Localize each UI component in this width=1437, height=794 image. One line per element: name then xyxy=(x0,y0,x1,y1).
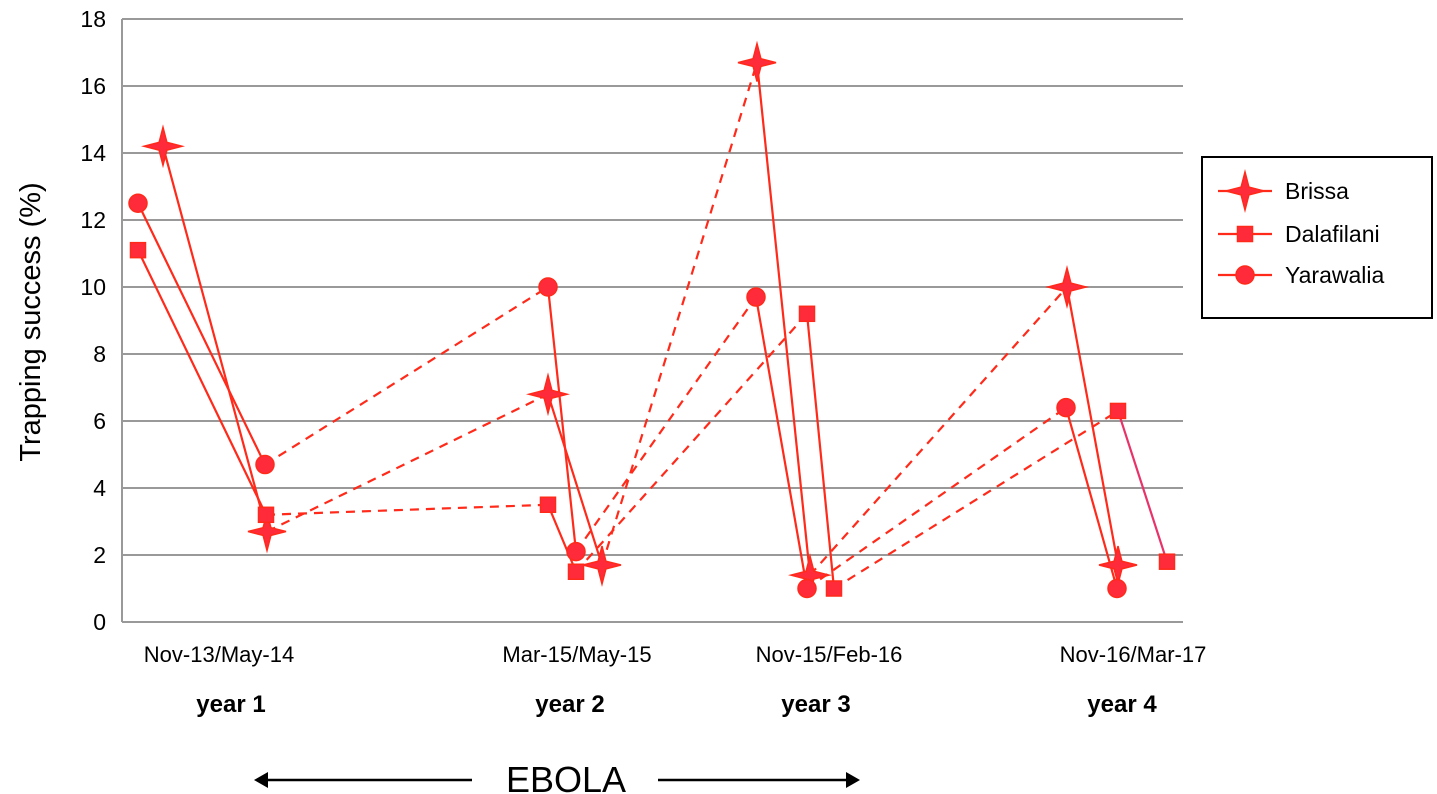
y-tick-label: 16 xyxy=(80,73,106,99)
category-labels: Nov-13/May-14 year 1 Mar-15/May-15 year 2 No… xyxy=(144,642,1207,718)
year-label: year 4 xyxy=(1087,691,1157,718)
series-line-segment xyxy=(575,296,757,553)
data-point-square xyxy=(825,580,843,597)
data-point-square xyxy=(539,496,557,513)
legend-label: Brissa xyxy=(1285,178,1349,204)
x-category-label: Nov-13/May-14 xyxy=(144,642,294,667)
series-line-segment xyxy=(546,286,578,552)
series-line-segment xyxy=(600,62,759,566)
data-point-square xyxy=(567,563,585,580)
y-tick-labels: 0 2 4 6 8 10 12 14 16 18 xyxy=(80,6,106,635)
year-label: year 2 xyxy=(535,691,604,718)
legend-label: Yarawalia xyxy=(1285,262,1384,288)
year-label: year 1 xyxy=(196,691,265,718)
x-category-label: Nov-16/Mar-17 xyxy=(1060,642,1207,667)
series-line-segment xyxy=(546,393,604,566)
data-point-square xyxy=(257,506,275,524)
data-point-star xyxy=(582,545,622,587)
series-line-segment xyxy=(755,62,812,576)
data-point-circle xyxy=(255,454,275,475)
series-markers xyxy=(128,40,1176,599)
y-tick-label: 4 xyxy=(93,475,106,501)
x-category-label: Nov-15/Feb-16 xyxy=(756,642,903,667)
data-point-circle xyxy=(1056,397,1076,418)
data-point-square xyxy=(1158,553,1176,570)
series-line-segment xyxy=(266,393,549,533)
series-line-segment xyxy=(1064,407,1119,589)
ebola-label: EBOLA xyxy=(506,759,626,794)
ebola-arrowhead-right-icon xyxy=(846,772,860,788)
ebola-arrowhead-left-icon xyxy=(254,772,268,788)
series-line-segment xyxy=(575,313,808,573)
y-tick-label: 2 xyxy=(93,542,106,568)
y-tick-label: 0 xyxy=(93,609,106,635)
legend-marker-star xyxy=(1223,169,1267,213)
series-lines xyxy=(137,62,1169,590)
year-label: year 3 xyxy=(781,691,850,718)
gridlines xyxy=(122,18,1183,556)
series-line-segment xyxy=(264,286,549,466)
data-point-circle xyxy=(746,287,766,307)
data-point-square xyxy=(798,305,816,323)
series-line-segment xyxy=(805,313,836,589)
data-point-circle xyxy=(566,541,586,562)
data-point-star xyxy=(526,372,570,417)
data-point-star xyxy=(1045,265,1089,309)
legend-label: Dalafilani xyxy=(1285,221,1380,247)
data-point-circle xyxy=(538,277,558,297)
legend-marker-square xyxy=(1236,225,1254,243)
y-axis-label: Trapping success (%) xyxy=(15,182,47,461)
data-point-star xyxy=(141,124,185,169)
data-point-star xyxy=(737,40,777,82)
series-line-segment xyxy=(833,410,1119,590)
series-line-segment xyxy=(161,146,269,532)
series-line-segment xyxy=(137,249,267,516)
series-line-segment xyxy=(809,286,1068,576)
data-point-circle xyxy=(1107,578,1127,599)
y-tick-label: 12 xyxy=(80,207,106,233)
y-tick-label: 14 xyxy=(80,140,106,166)
x-category-label: Mar-15/May-15 xyxy=(502,642,651,667)
data-point-circle xyxy=(128,193,148,213)
y-axis xyxy=(121,19,1183,623)
y-tick-label: 8 xyxy=(93,341,106,367)
data-point-star xyxy=(1098,545,1138,587)
series-line-segment xyxy=(265,503,549,516)
data-point-circle xyxy=(797,578,817,599)
ebola-annotation: EBOLA xyxy=(254,759,860,794)
series-line-segment xyxy=(806,406,1067,590)
data-point-star xyxy=(247,512,287,554)
y-tick-label: 18 xyxy=(80,6,106,32)
legend-marker-circle xyxy=(1235,265,1255,285)
series-line-segment xyxy=(137,202,266,466)
y-tick-label: 10 xyxy=(80,274,106,300)
data-point-square xyxy=(129,241,147,259)
series-line-segment xyxy=(1116,410,1169,563)
y-tick-label: 6 xyxy=(93,408,106,434)
series-line-segment xyxy=(754,296,809,589)
data-point-square xyxy=(1109,402,1127,420)
legend: Brissa Dalafilani Yarawalia xyxy=(1201,156,1433,319)
series-line-segment xyxy=(546,504,578,573)
